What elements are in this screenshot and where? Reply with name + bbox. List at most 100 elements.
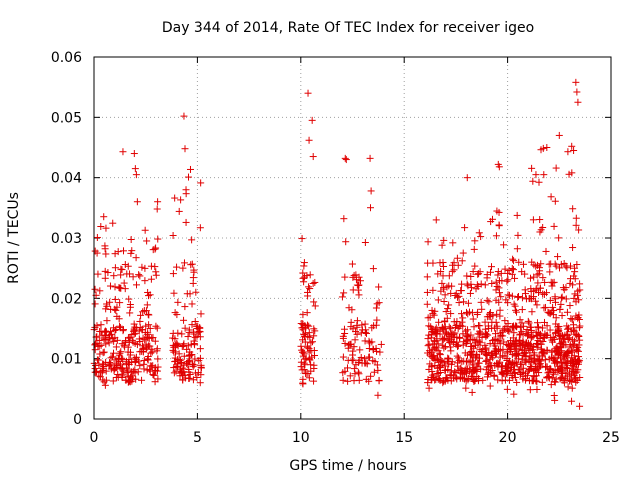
data-point — [566, 341, 574, 349]
data-point — [557, 354, 565, 362]
data-point — [450, 266, 458, 274]
data-point — [547, 193, 555, 201]
y-axis-label: ROTI / TECUs — [6, 192, 22, 284]
data-point — [557, 300, 565, 308]
data-point — [543, 347, 551, 355]
data-point — [487, 218, 495, 226]
data-point — [503, 385, 511, 393]
data-point — [535, 270, 543, 278]
data-point — [127, 236, 135, 244]
data-point — [525, 319, 533, 327]
data-point — [352, 328, 360, 336]
data-point — [169, 329, 177, 337]
data-point — [125, 295, 133, 303]
data-point — [134, 368, 142, 376]
data-point — [439, 336, 447, 344]
data-point — [510, 329, 518, 337]
data-point — [169, 346, 177, 354]
data-point — [440, 236, 448, 244]
data-point — [498, 377, 506, 385]
data-point — [514, 293, 522, 301]
data-point — [547, 381, 555, 389]
data-point — [447, 310, 455, 318]
data-point — [145, 321, 153, 329]
data-point — [564, 347, 572, 355]
data-point — [466, 349, 474, 357]
data-point — [453, 254, 461, 262]
data-point — [481, 318, 489, 326]
data-point — [490, 371, 498, 379]
data-point — [448, 358, 456, 366]
data-point — [344, 377, 352, 385]
data-point — [533, 378, 541, 386]
data-point — [475, 270, 483, 278]
data-point — [534, 288, 542, 296]
data-point — [573, 346, 581, 354]
data-point — [304, 369, 312, 377]
data-point — [508, 292, 516, 300]
data-point — [188, 321, 196, 329]
data-point — [467, 342, 475, 350]
data-point — [453, 317, 461, 325]
data-point — [426, 360, 434, 368]
data-point — [495, 289, 503, 297]
data-point — [94, 342, 102, 350]
data-point — [513, 378, 521, 386]
data-point — [464, 310, 472, 318]
data-point — [445, 360, 453, 368]
data-point — [511, 274, 519, 282]
data-point — [147, 275, 155, 283]
data-point — [311, 278, 319, 286]
data-point — [131, 323, 139, 331]
data-point — [572, 378, 580, 386]
data-point — [172, 363, 180, 371]
data-point — [124, 366, 132, 374]
data-point — [432, 324, 440, 332]
data-point — [495, 277, 503, 285]
data-point — [529, 376, 537, 384]
data-point — [473, 336, 481, 344]
data-point — [435, 318, 443, 326]
data-point — [427, 334, 435, 342]
data-point — [300, 262, 308, 270]
data-point — [351, 336, 359, 344]
data-point — [110, 337, 118, 345]
data-point — [496, 358, 504, 366]
data-point — [433, 337, 441, 345]
data-point — [502, 296, 510, 304]
data-point — [366, 154, 374, 162]
data-point — [492, 350, 500, 358]
data-point — [124, 262, 132, 270]
data-point — [171, 335, 179, 343]
data-point — [488, 279, 496, 287]
data-point — [143, 301, 151, 309]
data-point — [196, 224, 204, 232]
data-point — [464, 299, 472, 307]
data-point — [483, 274, 491, 282]
data-point — [488, 366, 496, 374]
data-point — [116, 299, 124, 307]
data-point — [456, 334, 464, 342]
data-point — [533, 319, 541, 327]
data-point — [123, 270, 131, 278]
data-point — [152, 271, 160, 279]
data-point — [572, 221, 580, 229]
data-point — [475, 330, 483, 338]
data-point — [535, 329, 543, 337]
data-point — [515, 293, 523, 301]
data-point — [120, 279, 128, 287]
data-point — [436, 376, 444, 384]
data-point — [194, 369, 202, 377]
data-point — [185, 374, 193, 382]
data-point — [530, 293, 538, 301]
data-point — [525, 356, 533, 364]
data-point — [462, 357, 470, 365]
data-point — [530, 367, 538, 375]
data-point — [509, 266, 517, 274]
data-point — [117, 271, 125, 279]
data-point — [298, 346, 306, 354]
data-point — [466, 365, 474, 373]
data-point — [154, 235, 162, 243]
data-point — [169, 270, 177, 278]
data-point — [474, 377, 482, 385]
